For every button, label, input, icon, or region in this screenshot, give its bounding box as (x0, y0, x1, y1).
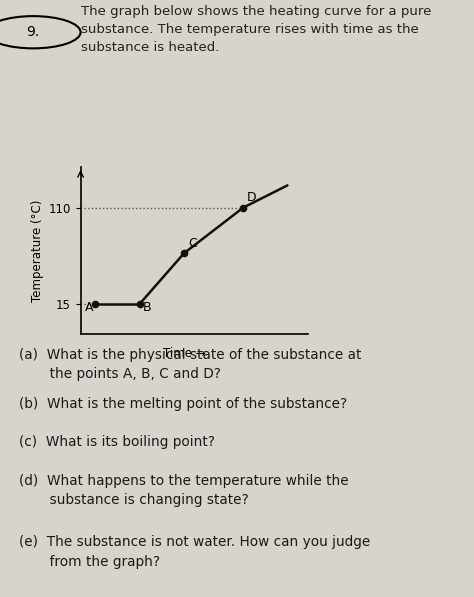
Text: (a)  What is the physical state of the substance at
       the points A, B, C an: (a) What is the physical state of the su… (18, 348, 361, 381)
Text: Time →: Time → (163, 347, 205, 361)
Text: (c)  What is its boiling point?: (c) What is its boiling point? (18, 435, 215, 450)
Text: (d)  What happens to the temperature while the
       substance is changing stat: (d) What happens to the temperature whil… (18, 474, 348, 507)
Text: (b)  What is the melting point of the substance?: (b) What is the melting point of the sub… (18, 397, 347, 411)
Text: The graph below shows the heating curve for a pure
substance. The temperature ri: The graph below shows the heating curve … (81, 5, 431, 54)
Text: D: D (246, 190, 256, 204)
Text: B: B (143, 301, 152, 314)
Text: (e)  The substance is not water. How can you judge
       from the graph?: (e) The substance is not water. How can … (18, 536, 370, 569)
Text: C: C (189, 237, 197, 250)
Y-axis label: Temperature (°C): Temperature (°C) (31, 199, 44, 302)
Text: A: A (85, 301, 93, 314)
Text: 9.: 9. (27, 25, 40, 39)
